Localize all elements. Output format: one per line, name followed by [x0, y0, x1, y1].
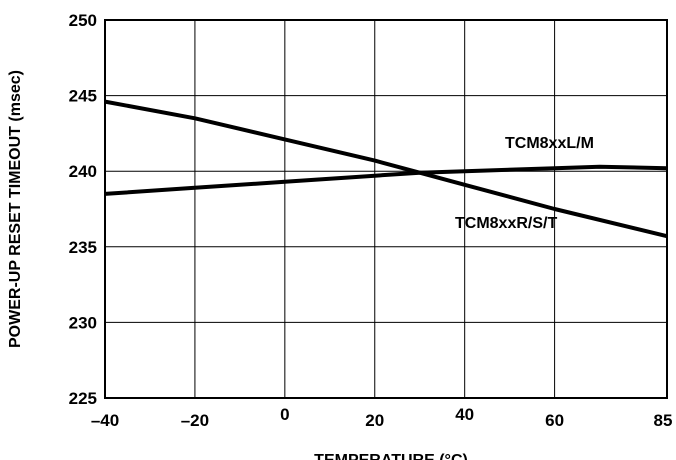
- y-axis-ticks: 225 230 235 240 245 250: [69, 11, 97, 408]
- grid-lines: [104, 19, 668, 399]
- x-tick-label: 60: [545, 411, 564, 430]
- y-tick-label: 240: [69, 162, 97, 181]
- x-tick-label: 40: [455, 405, 474, 424]
- x-tick-label: –20: [181, 411, 209, 430]
- plot-area-frame: [104, 19, 668, 399]
- x-tick-label: 20: [365, 411, 384, 430]
- x-tick-label: 0: [280, 405, 289, 424]
- series-line-1: [104, 99, 668, 239]
- series-label-tcm8xxr-s-t: TCM8xxR/S/T: [455, 215, 557, 232]
- x-tick-label: 85: [654, 411, 673, 430]
- series-label-tcm8xxl-m: TCM8xxL/M: [505, 135, 594, 152]
- y-tick-label: 250: [69, 11, 97, 30]
- x-tick-label: –40: [91, 411, 119, 430]
- series-lines: [104, 99, 668, 239]
- x-axis-title: TEMPERATURE (°C): [314, 452, 468, 460]
- x-axis-ticks: –40 –20 0 20 40 60 85: [91, 405, 673, 430]
- y-tick-label: 225: [69, 389, 97, 408]
- y-tick-label: 230: [69, 313, 97, 332]
- y-tick-label: 235: [69, 238, 97, 257]
- y-axis-title: POWER-UP RESET TIMEOUT (msec): [7, 70, 24, 348]
- y-tick-label: 245: [69, 87, 97, 106]
